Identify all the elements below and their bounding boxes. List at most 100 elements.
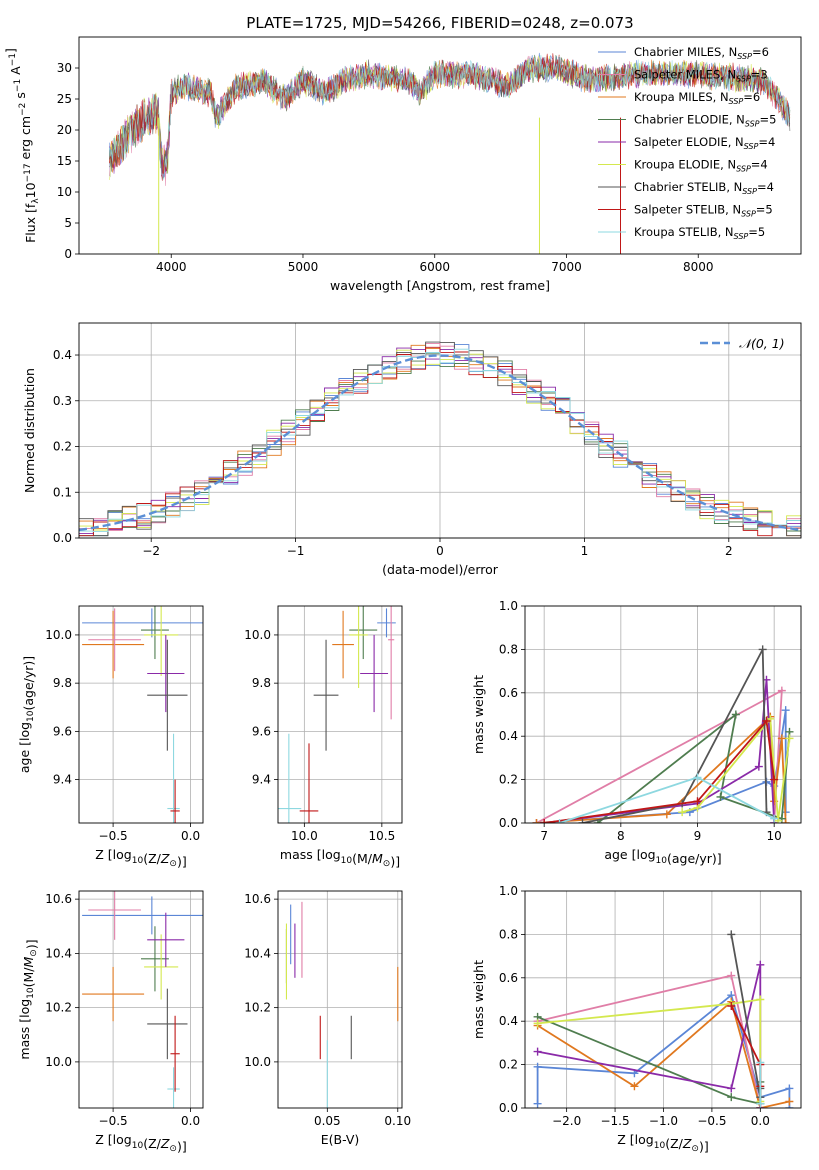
label-part: mass weight xyxy=(471,960,486,1039)
label-part: A xyxy=(8,66,23,75)
y-tick-label: 0.4 xyxy=(53,348,72,362)
label-part: 10 xyxy=(656,856,668,866)
weight-marker-kroupa-elodie xyxy=(756,995,765,1004)
y-tick-label: 20 xyxy=(57,123,72,137)
plot-area xyxy=(278,606,396,823)
legend-label-salpeter-stelib: Salpeter STELIB, NSSP=5 xyxy=(634,203,773,219)
x-tick-label: 0.0 xyxy=(181,1114,200,1128)
weight-marker-salpeter-elodie xyxy=(756,960,765,969)
normal-curve xyxy=(79,354,801,532)
panel-age-vs-Z: −0.5 0.09.49.69.810.0Z [log10(Z/Z⊙)]age [… xyxy=(17,605,204,869)
legend-text: Kroupa ELODIE, N xyxy=(634,158,736,172)
y-tick-label: 0.4 xyxy=(499,1014,518,1028)
hist-salpeter-stelib xyxy=(79,346,801,537)
label-part: )] xyxy=(699,1139,709,1154)
weight-marker-salpeter-stelib xyxy=(540,819,549,823)
label-part: log xyxy=(113,1132,132,1147)
weight-marker-salpeter-miles xyxy=(777,686,786,695)
y-tick-label: 10 xyxy=(57,185,72,199)
y-axis-label: age [log10(age/yr)] xyxy=(17,656,36,773)
axes-frame xyxy=(524,605,802,824)
weight-marker-chabrier-stelib xyxy=(758,645,767,654)
label-part: Z xyxy=(160,1136,170,1151)
y-axis-label: Normed distribution xyxy=(22,368,37,493)
panel-mass-vs-Z: −0.5 0.010.010.210.410.6Z [log10(Z/Z⊙)]ma… xyxy=(17,890,204,1154)
legend-text: Chabrier STELIB, N xyxy=(634,180,742,194)
x-tick-label: −2 xyxy=(142,544,160,558)
y-tick-label: 0.8 xyxy=(499,642,518,656)
plot-area xyxy=(285,901,399,1108)
label-part: 10 xyxy=(26,987,36,999)
x-tick-label: −0.5 xyxy=(99,1114,128,1128)
weight-marker-kroupa-miles xyxy=(777,734,786,743)
legend-text: Kroupa STELIB, N xyxy=(634,225,734,239)
x-tick-label: 10 xyxy=(767,829,782,843)
label-part: (age/yr)] xyxy=(667,851,722,866)
spectrum-line-kroupa-stelib xyxy=(109,54,791,181)
y-tick-label: 10.2 xyxy=(45,1001,72,1015)
x-tick-label: 1 xyxy=(581,544,589,558)
y-tick-label: 10.4 xyxy=(45,946,72,960)
y-tick-label: 0.6 xyxy=(499,686,518,700)
weight-marker-kroupa-miles xyxy=(630,1082,639,1091)
y-tick-label: 0.3 xyxy=(53,394,72,408)
label-part: ⊙ xyxy=(169,859,177,869)
label-part: (M/ xyxy=(352,851,373,866)
y-tick-label: 0.2 xyxy=(53,440,72,454)
label-part: )] xyxy=(177,1139,187,1154)
weight-marker-salpeter-stelib xyxy=(762,717,771,726)
plot-area xyxy=(82,606,203,823)
x-axis-label: mass [log10(M/M⊙)] xyxy=(280,847,400,869)
axes-frame xyxy=(524,890,802,1109)
legend-label-kroupa-elodie: Kroupa ELODIE, NSSP=4 xyxy=(634,158,768,174)
x-tick-label: 5000 xyxy=(288,260,319,274)
legend-value: =4 xyxy=(757,180,774,194)
y-axis-label: mass [log10(M/M⊙)] xyxy=(17,939,39,1059)
label-part: (Z/ xyxy=(143,851,161,866)
label-part: )] xyxy=(390,854,400,869)
label-part: wavelength [Angstrom, rest frame] xyxy=(330,278,550,293)
panel-mass-vs-ebv: 0.05 0.10 10.0 10.2 10.4 10.6 E(B-V) xyxy=(244,890,411,1147)
y-tick-label: 0.0 xyxy=(499,1101,518,1115)
axes-frame xyxy=(78,605,204,824)
y-tick-label: 0 xyxy=(64,247,72,261)
legend-value: =6 xyxy=(743,90,760,104)
legend-sub: SSP xyxy=(737,52,752,61)
x-tick-label: −0.5 xyxy=(99,829,128,843)
x-tick-label: −1 xyxy=(287,544,305,558)
y-tick-label: 1.0 xyxy=(499,599,518,613)
weight-marker-kroupa-stelib xyxy=(756,1058,765,1067)
spectrum-line-salpeter-stelib xyxy=(109,53,791,181)
plot-area xyxy=(79,341,801,537)
weight-marker-salpeter-elodie xyxy=(533,1047,542,1056)
label-part: M xyxy=(21,957,36,968)
y-tick-label: 30 xyxy=(57,61,72,75)
x-axis-label: wavelength [Angstrom, rest frame] xyxy=(330,278,550,293)
y-tick-label: 10.0 xyxy=(45,1055,72,1069)
x-tick-label: 7000 xyxy=(551,260,582,274)
weight-marker-kroupa-stelib xyxy=(756,1099,765,1108)
weight-marker-chabrier-elodie xyxy=(727,1093,736,1102)
weight-marker-salpeter-stelib xyxy=(727,1002,736,1011)
plot-area xyxy=(82,891,203,1108)
legend-label-chabrier-miles: Chabrier MILES, NSSP=6 xyxy=(634,45,769,61)
x-tick-label: −1.0 xyxy=(649,1114,678,1128)
panel-spectrum: 4000 5000 6000 7000 8000 0 5 10 15 20 25 30 waveleng… xyxy=(3,36,802,293)
label-part: ⊙ xyxy=(691,1144,699,1154)
x-tick-label: −0.5 xyxy=(697,1114,726,1128)
x-tick-label: 0.0 xyxy=(181,829,200,843)
legend-sub: SSP xyxy=(736,165,751,174)
plot-area xyxy=(532,645,794,823)
label-part: age [ xyxy=(17,741,32,773)
legend-text: Kroupa MILES, N xyxy=(634,90,729,104)
weight-marker-kroupa-stelib xyxy=(693,773,702,782)
x-tick-label: 6000 xyxy=(419,260,450,274)
label-part: log xyxy=(17,722,32,741)
y-axis-label: mass weight xyxy=(471,960,486,1039)
label-part: Normed distribution xyxy=(22,368,37,493)
label-part: 10 xyxy=(341,856,353,866)
legend-text: Chabrier ELODIE, N xyxy=(634,113,745,127)
axes-frame xyxy=(277,605,403,824)
